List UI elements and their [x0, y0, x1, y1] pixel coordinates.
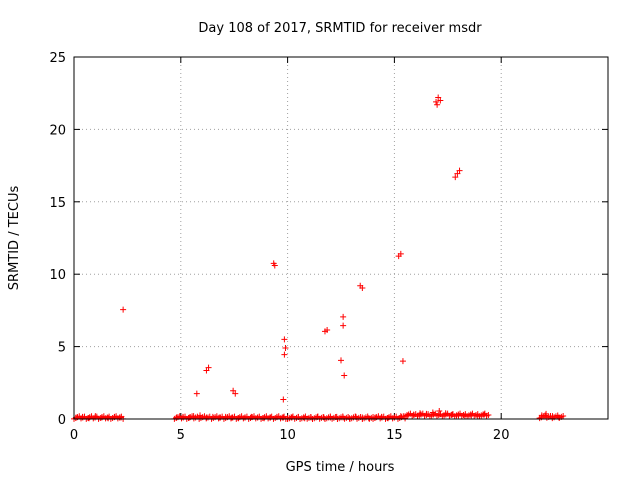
data-point: [340, 414, 347, 421]
data-point: [232, 390, 239, 397]
data-point: [410, 411, 417, 418]
y-tick-label: 15: [49, 196, 66, 211]
data-point: [474, 413, 481, 420]
data-point: [254, 414, 261, 421]
data-point: [280, 396, 287, 403]
axis-ticks: [73, 56, 608, 420]
data-point: [442, 410, 449, 417]
y-tick-label: 10: [49, 268, 66, 283]
data-point: [280, 414, 287, 421]
data-point: [117, 414, 124, 421]
data-point: [384, 415, 391, 422]
data-point: [560, 412, 567, 419]
data-point: [267, 414, 274, 421]
data-point: [455, 412, 462, 419]
data-point: [543, 410, 550, 417]
data-point: [120, 306, 127, 313]
data-point: [197, 412, 204, 419]
data-point: [98, 414, 105, 421]
data-point: [288, 414, 295, 421]
data-point: [417, 410, 424, 417]
data-point: [281, 351, 288, 358]
data-point: [397, 413, 404, 420]
data-point: [308, 414, 315, 421]
data-point: [327, 414, 334, 421]
data-point: [193, 390, 200, 397]
data-point: [261, 415, 268, 422]
data-point: [481, 411, 488, 418]
x-tick-label: 0: [70, 428, 78, 443]
data-point: [549, 413, 556, 420]
data-point: [346, 415, 353, 422]
x-tick-label: 20: [493, 428, 510, 443]
data-point: [85, 415, 92, 422]
data-point: [186, 414, 193, 421]
data-point: [216, 414, 223, 421]
data-point: [404, 412, 411, 419]
data-point: [271, 262, 278, 269]
y-axis-label: SRMTID / TECUs: [7, 186, 22, 291]
data-point: [456, 167, 463, 174]
data-point: [433, 98, 440, 105]
data-point: [449, 411, 456, 418]
data-point: [538, 412, 545, 419]
data-point: [555, 414, 562, 421]
x-tick-label: 10: [279, 428, 296, 443]
data-point: [301, 415, 308, 422]
data-point: [341, 372, 348, 379]
data-point: [359, 284, 366, 291]
data-point: [173, 414, 180, 421]
data-point: [429, 409, 436, 416]
data-point: [372, 414, 379, 421]
data-point: [105, 415, 112, 422]
plot-frame: [73, 56, 609, 420]
data-point: [468, 412, 475, 419]
data-point: [92, 413, 99, 420]
data-point: [324, 326, 331, 333]
data-point: [205, 364, 212, 371]
data-point: [399, 358, 406, 365]
data-point: [340, 313, 347, 320]
y-tick-label: 20: [49, 123, 66, 138]
chart-title: Day 108 of 2017, SRMTID for receiver msd…: [198, 21, 482, 36]
data-point: [391, 414, 398, 421]
data-point: [359, 414, 366, 421]
y-tick-label: 25: [49, 51, 66, 66]
data-point: [235, 415, 242, 422]
data-point: [434, 101, 441, 108]
data-point: [320, 414, 327, 421]
data-point: [229, 414, 236, 421]
data-point: [365, 415, 372, 422]
data-point: [282, 345, 289, 352]
data-point: [190, 413, 197, 420]
data-point: [338, 357, 344, 364]
grid-lines: [74, 57, 608, 419]
data-point: [397, 250, 404, 257]
data-point: [241, 414, 248, 421]
y-tick-label: 0: [58, 413, 66, 428]
y-tick-label: 5: [58, 341, 66, 356]
tick-labels: 0 5 10 15 20 0 5 10 15 20 25: [49, 51, 509, 443]
data-point: [203, 414, 210, 421]
x-tick-label: 15: [386, 428, 403, 443]
data-point: [340, 322, 347, 329]
data-point: [281, 336, 288, 343]
data-point: [423, 410, 430, 417]
data-marks: [71, 94, 567, 422]
data-point: [461, 413, 468, 420]
data-point: [436, 408, 443, 415]
x-axis-label: GPS time / hours: [286, 460, 395, 475]
data-point: [437, 97, 444, 104]
data-point: [452, 174, 459, 181]
x-tick-label: 5: [177, 428, 185, 443]
